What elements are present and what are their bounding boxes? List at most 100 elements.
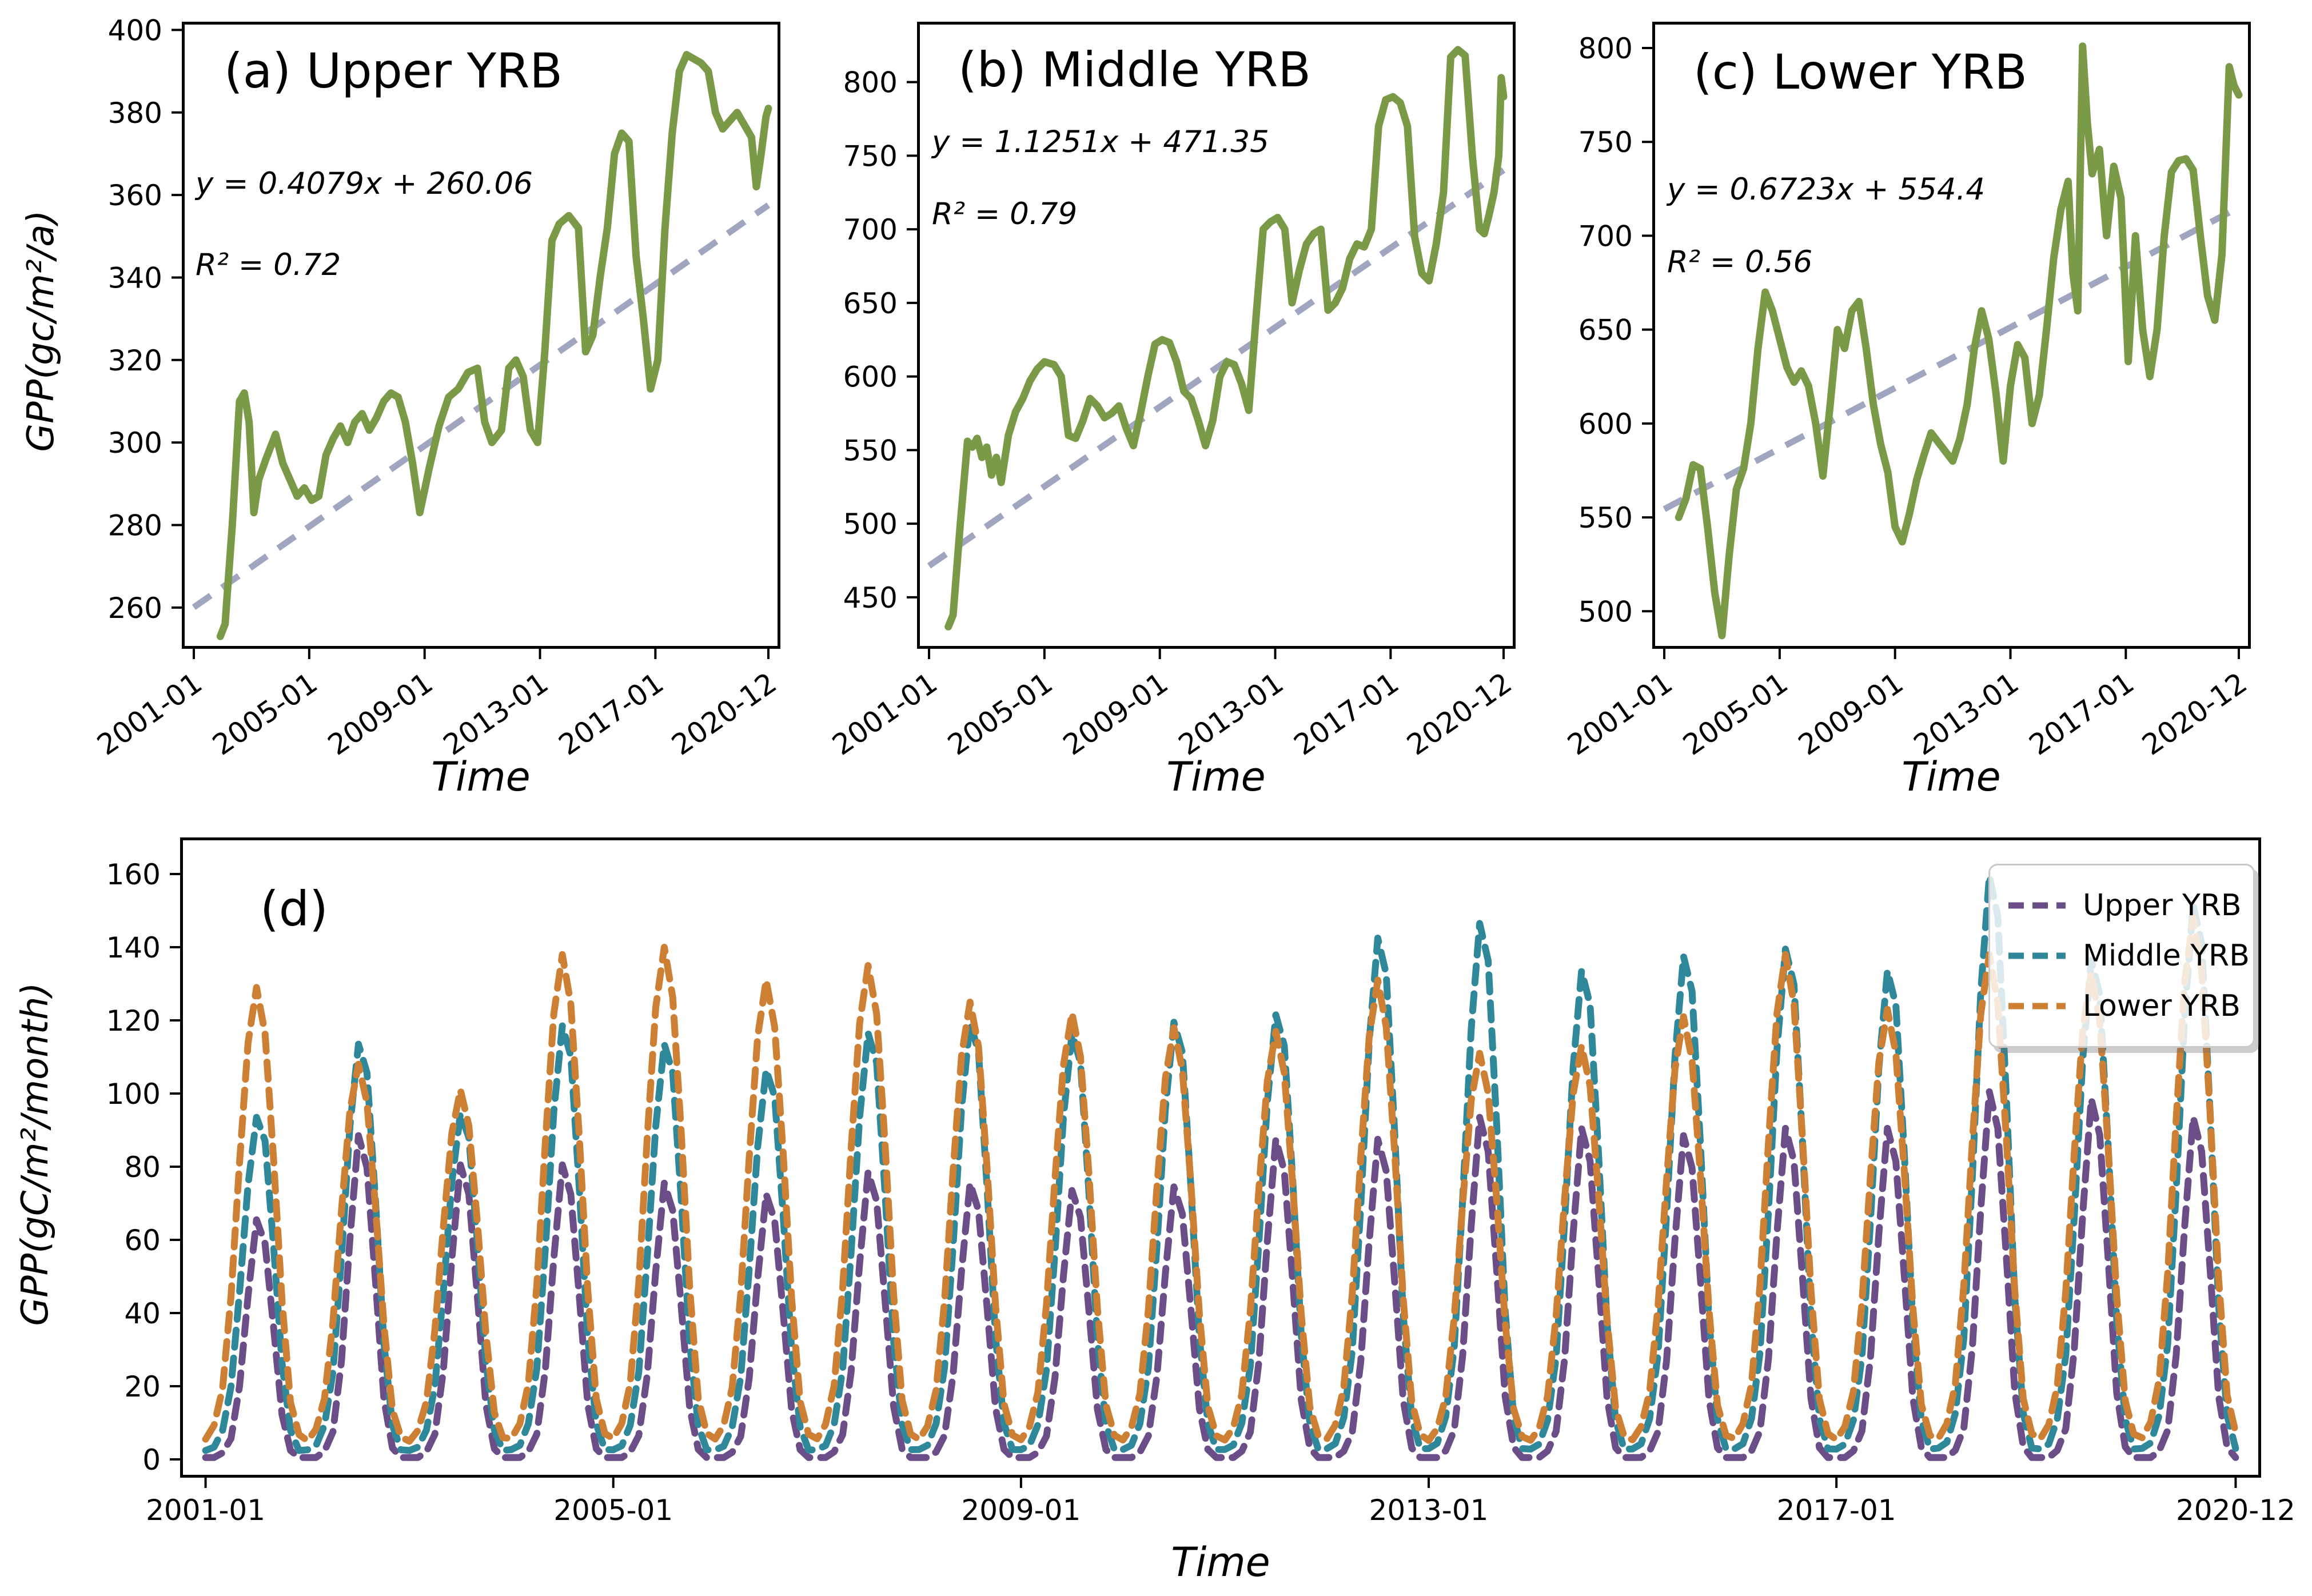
series-line-lower-yrb-annual-gpp [1675,42,2243,640]
y-tick-label: 700 [1578,220,1633,253]
x-tick-label: 2001-01 [91,666,208,761]
legend: Upper YRB Middle YRB Lower YRB [1988,864,2255,1048]
panel-a-ylabel: GPP(gc/m²/a) [20,210,62,452]
panel-d-title: (d) [260,881,328,937]
panel-d-plot: 0 20 40 60 80 100 120 140 160 2001-01 2005-01 2009-… [106,837,2295,1527]
x-tick-label: 2009-01 [322,666,439,761]
legend-item-lower-yrb: Lower YRB [2007,981,2241,1031]
upper-yrb-dash-icon [2008,902,2066,909]
panel-a-title: (a) Upper YRB [224,43,563,99]
panel-c-title: (c) Lower YRB [1693,44,2028,100]
axes-a: 2602803003203403603804002001-012005-0120… [91,14,783,761]
plot-frame-c [1652,22,2251,649]
y-tick-label: 500 [1578,595,1633,628]
y-tick-label: 300 [108,426,162,460]
y-tick-label: 260 [108,592,162,625]
x-tick-label: 2001-01 [827,666,943,761]
legend-label-middle-yrb: Middle YRB [2083,939,2250,973]
y-tick-label: 750 [1578,126,1633,159]
y-tick-label: 160 [106,858,161,891]
axes-c: 500 550 600 650 700 750 800 2001-012005-012009-… [1562,32,2253,762]
x-tick-label: 2017-01 [1288,666,1405,761]
panel-b-title: (b) Middle YRB [958,42,1312,98]
x-tick-label: 2009-01 [1792,666,1909,761]
panel-d-xlabel: Time [1171,1539,1270,1586]
x-tick-label: 2009-01 [961,1494,1081,1527]
plot-frame-d [180,837,2261,1478]
y-tick-label: 700 [843,213,898,246]
panel-c-plot: 500 550 600 650 700 750 800 2001-012005-012009-… [1562,22,2253,762]
x-tick-label: 2013-01 [1173,666,1289,761]
y-tick-label: 550 [843,434,898,467]
legend-label-upper-yrb: Upper YRB [2083,888,2242,923]
legend-label-lower-yrb: Lower YRB [2083,989,2241,1023]
y-tick-label: 800 [1578,32,1633,65]
y-tick-label: 650 [1578,314,1633,347]
y-tick-label: 340 [108,261,162,294]
series-line-middle-yrb [202,872,2239,1454]
y-tick-label: 140 [106,931,161,964]
x-tick-label: 2013-01 [1369,1494,1489,1527]
x-tick-label: 2020-12 [665,666,782,761]
y-tick-label: 500 [843,508,898,541]
series-line-middle-yrb-annual-gpp [944,46,1508,631]
x-tick-label: 2020-12 [1401,666,1517,761]
panel-c-equation: y = 0.6723x + 554.4 [1667,172,1986,207]
x-tick-label: 2005-01 [942,666,1058,761]
legend-item-upper-yrb: Upper YRB [2007,880,2242,931]
y-tick-label: 120 [106,1004,161,1038]
y-tick-label: 400 [108,14,162,47]
y-tick-label: 550 [1578,501,1633,534]
y-tick-label: 360 [108,179,162,212]
x-tick-label: 2017-01 [2023,666,2140,761]
y-tick-label: 60 [124,1224,161,1257]
axes-b: 4505005506006507007508002001-012005-0120… [827,66,1518,762]
y-tick-label: 320 [108,344,162,377]
y-tick-label: 450 [843,581,898,615]
panel-b-equation: y = 1.1251x + 471.35 [932,125,1269,159]
y-tick-label: 80 [124,1151,161,1184]
y-tick-label: 0 [142,1443,161,1477]
plot-frame-b [917,22,1516,649]
series-line-upper-yrb-annual-gpp [216,51,772,640]
x-tick-label: 2001-01 [146,1494,265,1527]
x-tick-label: 2001-01 [1562,666,1679,761]
x-tick-label: 2020-12 [2176,1494,2295,1527]
axes-d: 0 20 40 60 80 100 120 140 160 2001-01 2005-01 2009-… [106,858,2295,1527]
lower-yrb-dash-icon [2008,1003,2066,1010]
y-tick-label: 750 [843,139,898,173]
series-line-lower-yrb [202,914,2239,1445]
x-tick-label: 2013-01 [1908,666,2024,761]
y-tick-label: 20 [124,1370,161,1403]
panel-b-plot: 4505005506006507007508002001-012005-0120… [827,22,1518,762]
panel-b-r2: R² = 0.79 [932,197,1078,232]
panel-b-xlabel: Time [1166,753,1266,800]
y-tick-label: 650 [843,287,898,320]
x-tick-label: 2020-12 [2136,666,2253,761]
x-tick-label: 2017-01 [1777,1494,1896,1527]
panel-d-ylabel: GPP(gC/m²/month) [14,982,57,1326]
y-tick-label: 380 [108,97,162,130]
y-tick-label: 600 [843,361,898,394]
panel-a-equation: y = 0.4079x + 260.06 [196,166,533,201]
panel-a-r2: R² = 0.72 [196,248,341,282]
y-tick-label: 40 [124,1297,161,1330]
legend-item-middle-yrb: Middle YRB [2007,931,2250,981]
y-tick-label: 800 [843,66,898,99]
series-line-upper-yrb [202,1088,2239,1461]
panel-a-plot: 2602803003203403603804002001-012005-0120… [91,14,783,761]
x-tick-label: 2009-01 [1057,666,1174,761]
panel-a-xlabel: Time [431,753,531,800]
x-tick-label: 2005-01 [1677,666,1793,761]
y-tick-label: 600 [1578,408,1633,441]
plot-frame-a [182,22,780,649]
y-tick-label: 280 [108,509,162,542]
panel-c-r2: R² = 0.56 [1667,245,1813,280]
x-tick-label: 2005-01 [206,666,323,761]
panel-c-xlabel: Time [1902,753,2001,800]
middle-yrb-dash-icon [2008,952,2066,959]
trend-line-c [1663,205,2241,512]
trend-line-b [927,167,1506,569]
x-tick-label: 2005-01 [553,1494,673,1527]
